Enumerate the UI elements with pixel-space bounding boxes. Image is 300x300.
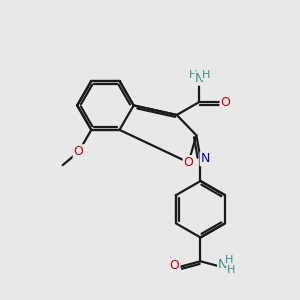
Text: H: H	[189, 70, 197, 80]
Text: O: O	[184, 156, 194, 169]
Text: O: O	[74, 145, 84, 158]
Text: H: H	[202, 70, 210, 80]
Text: O: O	[220, 96, 230, 109]
Text: H: H	[226, 266, 235, 275]
Text: N: N	[195, 72, 205, 85]
Text: O: O	[169, 260, 179, 272]
Text: H: H	[225, 255, 234, 265]
Text: N: N	[218, 258, 227, 271]
Text: N: N	[201, 152, 210, 165]
